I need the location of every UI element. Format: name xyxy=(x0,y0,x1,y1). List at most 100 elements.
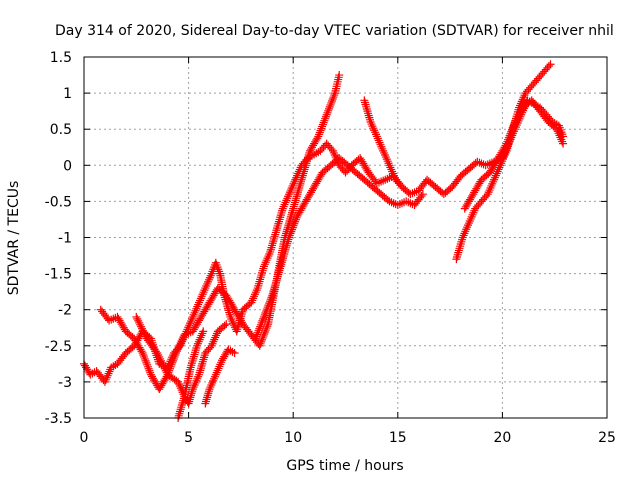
data-point xyxy=(194,300,203,309)
data-point xyxy=(102,373,111,382)
data-point xyxy=(262,324,271,333)
data-point xyxy=(207,341,216,350)
data-point xyxy=(144,364,153,373)
data-point xyxy=(554,129,563,138)
data-point xyxy=(264,252,273,261)
data-point xyxy=(263,254,272,263)
data-point xyxy=(191,306,200,315)
y-axis-title: SDTVAR / TECUs xyxy=(6,181,22,296)
data-point xyxy=(506,129,515,138)
data-point xyxy=(228,317,237,326)
data-point xyxy=(186,317,195,326)
data-point xyxy=(417,191,426,200)
data-point xyxy=(155,352,164,361)
data-point xyxy=(195,335,204,344)
data-point xyxy=(458,233,467,242)
data-point xyxy=(140,354,149,363)
data-point xyxy=(253,330,262,339)
data-point xyxy=(142,358,151,367)
y-tick-label: -2 xyxy=(58,303,72,319)
data-point xyxy=(198,290,207,299)
x-tick-label: 5 xyxy=(184,430,193,446)
data-point xyxy=(396,181,405,190)
data-point xyxy=(463,223,472,232)
data-point xyxy=(210,335,219,344)
data-point xyxy=(483,190,492,199)
data-point xyxy=(509,121,518,130)
data-point xyxy=(460,229,469,238)
data-point xyxy=(156,354,165,363)
series-trace-6 xyxy=(251,154,427,343)
data-point xyxy=(286,229,295,238)
data-point xyxy=(382,155,391,164)
x-tick-label: 15 xyxy=(389,430,407,446)
y-tick-labels: -3.5 -3 -2.5 -2 -1.5 -1 -0.5 0 0.5 1 1.5 xyxy=(45,50,72,427)
data-point xyxy=(373,134,382,143)
x-axis-title: GPS time / hours xyxy=(286,458,403,474)
data-point xyxy=(136,320,145,329)
data-point xyxy=(214,364,223,373)
data-point xyxy=(288,181,297,190)
data-point xyxy=(487,181,496,190)
data-point xyxy=(205,385,214,394)
data-point xyxy=(159,362,168,371)
data-point xyxy=(173,345,182,354)
data-point xyxy=(372,132,381,141)
data-point xyxy=(255,324,264,333)
data-point xyxy=(196,333,205,342)
data-point xyxy=(546,60,555,69)
data-point xyxy=(259,314,268,323)
data-point xyxy=(508,123,517,132)
data-point xyxy=(230,349,239,358)
data-point xyxy=(418,190,427,199)
data-point xyxy=(104,369,113,378)
data-point xyxy=(257,318,266,327)
data-point xyxy=(258,333,267,342)
data-point xyxy=(387,165,396,174)
data-point xyxy=(174,377,183,386)
data-point xyxy=(266,295,275,304)
series-trace-5 xyxy=(201,345,239,408)
data-point xyxy=(195,298,204,307)
data-point xyxy=(466,214,475,223)
data-point xyxy=(376,140,385,149)
data-point xyxy=(139,350,148,359)
data-point xyxy=(174,343,183,352)
data-point xyxy=(264,301,273,310)
data-point xyxy=(335,71,344,80)
data-point xyxy=(319,118,328,127)
data-point xyxy=(194,337,203,346)
data-point xyxy=(329,148,338,157)
data-point xyxy=(154,350,163,359)
data-point xyxy=(285,188,294,197)
data-point xyxy=(200,286,209,295)
data-point xyxy=(488,179,497,188)
data-point xyxy=(518,95,527,104)
y-tick-label: -3 xyxy=(58,375,72,391)
data-point xyxy=(177,336,186,345)
data-point xyxy=(492,169,501,178)
data-point xyxy=(209,376,218,385)
data-point xyxy=(290,219,299,228)
y-tick-label: 1.5 xyxy=(50,50,72,66)
data-point xyxy=(375,138,384,147)
data-point xyxy=(204,277,213,286)
data-point xyxy=(384,159,393,168)
data-point xyxy=(381,153,390,162)
data-point xyxy=(328,146,337,155)
data-point xyxy=(464,221,473,230)
data-point xyxy=(324,104,333,113)
data-point xyxy=(261,308,270,317)
data-point xyxy=(378,144,387,153)
data-point xyxy=(267,293,276,302)
data-point xyxy=(197,331,206,340)
data-point xyxy=(167,360,176,369)
data-point xyxy=(289,179,298,188)
data-point xyxy=(256,322,265,331)
data-point xyxy=(196,294,205,303)
data-point xyxy=(227,314,236,323)
data-point xyxy=(258,316,267,325)
data-point xyxy=(262,305,271,314)
data-point xyxy=(265,250,274,259)
